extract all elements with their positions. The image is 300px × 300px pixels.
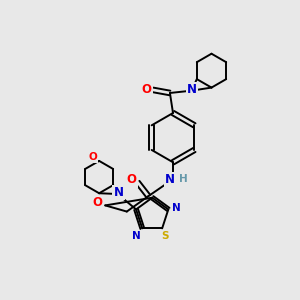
Text: H: H <box>179 174 188 184</box>
Text: S: S <box>161 231 169 241</box>
Text: O: O <box>126 173 136 187</box>
Text: N: N <box>113 186 123 199</box>
Text: O: O <box>88 152 98 162</box>
Text: N: N <box>172 203 180 213</box>
Text: N: N <box>187 83 197 96</box>
Text: O: O <box>142 83 152 96</box>
Text: N: N <box>165 173 175 186</box>
Text: N: N <box>132 231 140 241</box>
Text: O: O <box>92 196 103 209</box>
